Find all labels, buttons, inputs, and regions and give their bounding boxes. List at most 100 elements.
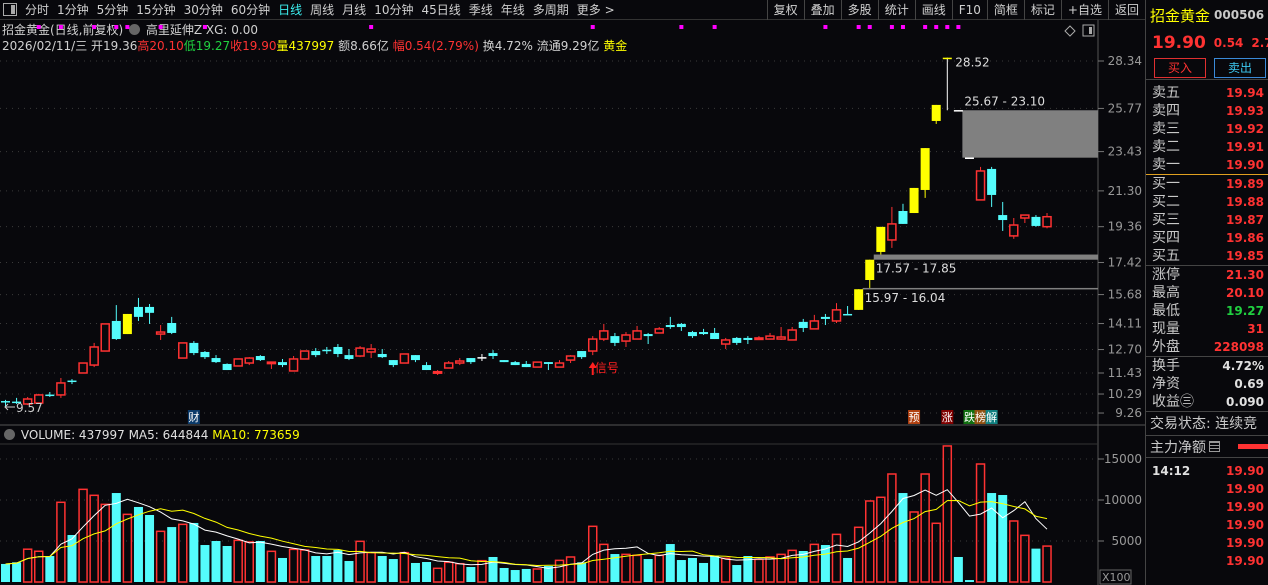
candle (854, 289, 864, 310)
volume-bar (89, 494, 99, 583)
event-marker[interactable] (941, 410, 954, 424)
volume-bar (344, 561, 354, 582)
asks-label: 卖三 (1152, 121, 1180, 137)
volume-bar (78, 488, 88, 583)
event-marker[interactable] (985, 410, 998, 424)
volume-bar (167, 527, 177, 582)
candle-body (78, 362, 88, 374)
candle (355, 346, 365, 358)
candle-body (909, 187, 919, 214)
volume-bar (333, 550, 343, 582)
volume-bar (577, 562, 587, 582)
bids-row: 买五 19.85 (1146, 247, 1268, 265)
candle (732, 337, 742, 345)
volume-bar (787, 549, 797, 583)
candle-body (89, 346, 99, 366)
bids-label: 买二 (1152, 194, 1180, 210)
asks-label: 卖五 (1152, 85, 1180, 101)
kline-chart[interactable]: 25.67 - 23.10 17.57 - 17.85 15.97 - 16.04 2… (0, 0, 1145, 585)
candle (200, 351, 210, 359)
event-marker-label[interactable]: 解 (986, 410, 997, 424)
volume-bar (410, 562, 420, 582)
candle (222, 363, 232, 371)
toolbar-button[interactable]: 简框 (986, 0, 1024, 20)
period-tab[interactable]: 10分钟 (374, 3, 414, 17)
candle-body (333, 346, 343, 354)
list-icon[interactable] (1209, 441, 1220, 452)
period-tab[interactable]: 分时 (25, 3, 50, 17)
candle-body (599, 330, 609, 340)
signal-dot (956, 25, 961, 29)
panel-toggle-icon[interactable] (1082, 24, 1095, 37)
event-marker-label[interactable]: 跌 (964, 410, 975, 424)
volume-bar (145, 515, 155, 582)
toolbar-button[interactable]: 复权 (766, 0, 804, 20)
event-marker-label[interactable]: 涨 (942, 411, 953, 424)
candle (477, 353, 487, 361)
toolbar-button[interactable]: 返回 (1107, 0, 1145, 20)
panel-toggle-icon[interactable] (3, 3, 17, 16)
volume-bar (322, 556, 332, 582)
candle-body (865, 259, 875, 281)
toolbar-button[interactable]: 统计 (877, 0, 915, 20)
period-tab[interactable]: 1分钟 (57, 3, 89, 17)
period-tab[interactable]: 日线 (278, 3, 303, 17)
candle-body (422, 365, 432, 371)
event-marker-label[interactable]: 预 (909, 411, 920, 424)
asks-label: 卖四 (1152, 103, 1180, 119)
candle-body (488, 353, 498, 357)
signal-dot (590, 25, 595, 29)
period-tab[interactable]: 季线 (468, 3, 493, 17)
candle-body (222, 363, 232, 371)
volume-bar (189, 522, 199, 582)
candle-body (643, 334, 653, 337)
bids-value: 19.89 (1226, 177, 1264, 191)
event-marker-label[interactable]: 榜 (975, 410, 986, 424)
toolbar-button[interactable]: 多股 (840, 0, 878, 20)
volume-bar (699, 562, 709, 582)
toolbar-button[interactable]: +自选 (1060, 0, 1108, 20)
period-tab[interactable]: 周线 (310, 3, 335, 17)
candle (67, 379, 77, 385)
event-marker[interactable] (908, 410, 921, 424)
last-price: 19.90 (1152, 33, 1206, 53)
period-tab[interactable]: 5分钟 (96, 3, 129, 17)
event-marker[interactable] (187, 410, 200, 424)
indicator-dropdown-icon[interactable] (129, 24, 141, 35)
period-tab[interactable]: 45日线 (421, 3, 461, 17)
period-tab[interactable]: 年线 (500, 3, 525, 17)
tick-price: 19.90 (1226, 536, 1264, 550)
asks-value: 19.90 (1226, 158, 1264, 172)
volume-bar (720, 557, 731, 583)
toolbar-button[interactable]: 标记 (1023, 0, 1061, 20)
bids-value: 19.88 (1226, 195, 1264, 209)
event-marker[interactable] (974, 410, 987, 424)
asks-value: 19.94 (1226, 86, 1264, 100)
diamond-icon[interactable] (1064, 25, 1076, 37)
period-tab[interactable]: 多周期 (532, 3, 569, 17)
period-tab[interactable]: 更多 > (576, 3, 615, 17)
candle (720, 337, 731, 350)
candle (743, 336, 753, 345)
period-tab[interactable]: 30分钟 (183, 3, 223, 17)
signal-dot (58, 25, 63, 29)
event-marker-label[interactable]: 财 (188, 410, 199, 424)
candle (12, 397, 22, 404)
period-tab[interactable]: 60分钟 (230, 3, 271, 17)
period-tab[interactable]: 15分钟 (136, 3, 176, 17)
period-tab[interactable]: 月线 (342, 3, 367, 17)
volume-indicator-dropdown-icon[interactable] (4, 429, 15, 440)
candle-body (477, 357, 487, 359)
event-marker[interactable] (963, 410, 976, 424)
candle (898, 203, 908, 224)
toolbar-button[interactable]: 叠加 (803, 0, 841, 20)
volume-bar (211, 541, 221, 582)
candle (33, 393, 44, 404)
main-flow-row: 主力净额 (1146, 436, 1268, 458)
buy-button[interactable]: 买入 (1154, 57, 1206, 78)
fundamentals-row: 收益㊂ 0.090 (1146, 393, 1268, 411)
signal-dot (934, 25, 939, 29)
toolbar-button[interactable]: F10 (951, 0, 987, 20)
sell-button[interactable]: 卖出 (1214, 57, 1266, 78)
toolbar-button[interactable]: 画线 (914, 0, 952, 20)
